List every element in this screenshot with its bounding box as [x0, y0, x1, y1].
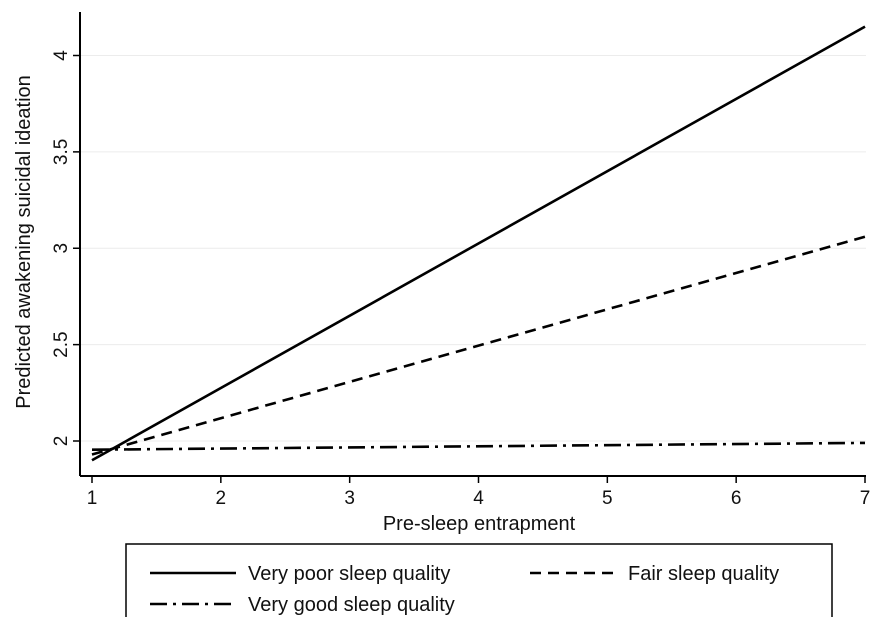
series-line-1: [91, 25, 866, 462]
y-tick-label: 2: [51, 436, 72, 447]
x-tick-label: 2: [216, 488, 227, 509]
legend-label-1: Very poor sleep quality: [248, 563, 450, 585]
legend-label-2: Fair sleep quality: [628, 563, 779, 585]
legend: Very poor sleep quality Fair sleep qualit…: [125, 543, 833, 617]
y-tick-label: 3: [51, 243, 72, 254]
x-tick-label: 3: [344, 488, 355, 509]
x-tick-label: 7: [860, 488, 871, 509]
axes: [79, 12, 866, 477]
series-line-2: [91, 235, 866, 456]
x-axis-ticks: 1 2 3 4 5 6 7: [87, 476, 871, 509]
y-tick-label: 4: [51, 50, 72, 61]
x-axis-title: Pre-sleep entrapment: [383, 513, 576, 535]
x-tick-label: 4: [473, 488, 484, 509]
y-axis-ticks: 2 2.5 3 3.5 4: [51, 50, 80, 447]
legend-label-3: Very good sleep quality: [248, 594, 455, 616]
gridlines: [80, 55, 866, 442]
y-axis-title: Predicted awakening suicidal ideation: [13, 75, 35, 409]
x-tick-label: 1: [87, 488, 98, 509]
series-lines: [91, 25, 866, 462]
legend-box: [125, 543, 833, 617]
series-line-3: [91, 441, 866, 451]
y-tick-label: 3.5: [51, 139, 72, 165]
y-tick-label: 2.5: [51, 331, 72, 357]
x-tick-label: 6: [731, 488, 742, 509]
x-tick-label: 5: [602, 488, 613, 509]
